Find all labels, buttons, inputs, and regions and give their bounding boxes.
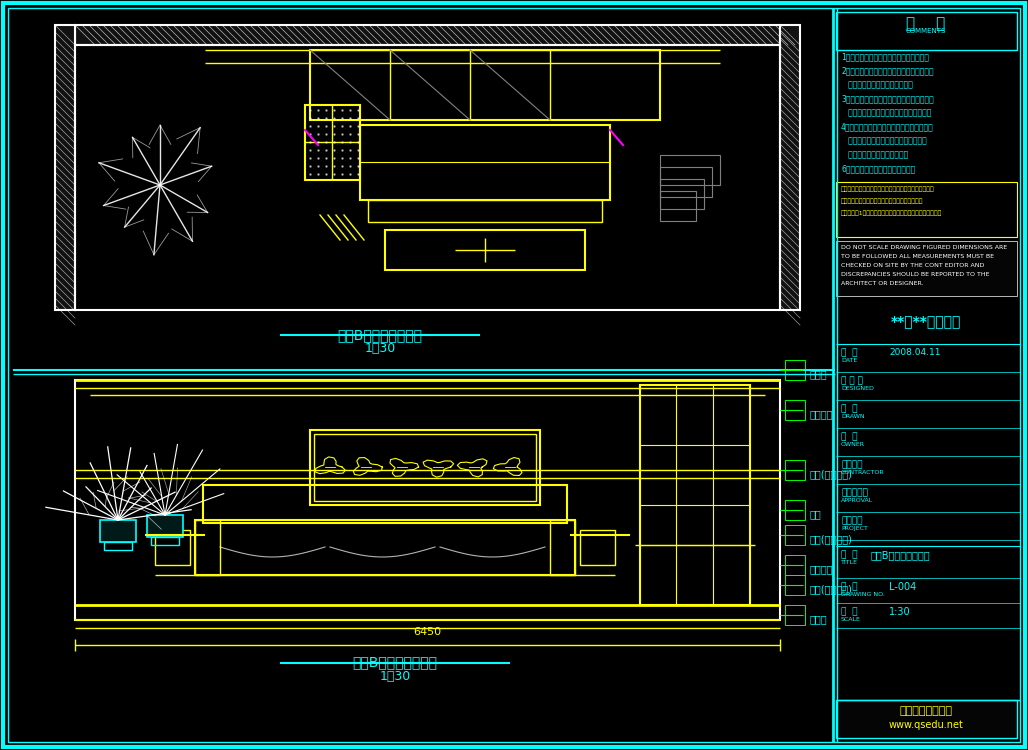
Bar	[836, 12, 1017, 50]
Text: 图  号: 图 号	[841, 582, 857, 591]
Bar	[660, 179, 704, 209]
Text: 工程监理: 工程监理	[841, 460, 862, 469]
Text: TITLE: TITLE	[841, 560, 858, 565]
Bar	[785, 555, 805, 575]
Bar	[836, 182, 1017, 237]
Bar	[104, 542, 132, 550]
Text: DISCREPANCIES SHOULD BE REPORTED TO THE: DISCREPANCIES SHOULD BE REPORTED TO THE	[841, 272, 990, 277]
Text: 齐生设计职业学校: 齐生设计职业学校	[900, 706, 953, 716]
Text: 6、水电师、师傅在做到验水处理。: 6、水电师、师傅在做到验水处理。	[841, 164, 915, 173]
Bar	[785, 400, 805, 420]
Bar	[785, 360, 805, 380]
Text: 日  期: 日 期	[841, 348, 857, 357]
Text: www.qsedu.net: www.qsedu.net	[888, 720, 963, 730]
Bar	[56, 25, 75, 310]
Bar	[314, 434, 536, 501]
Text: 制  图: 制 图	[841, 404, 857, 413]
Text: 天花板: 天花板	[810, 369, 828, 379]
Text: DRAWING NO.: DRAWING NO.	[841, 592, 885, 597]
Text: 经理(业主自顾): 经理(业主自顾)	[810, 469, 853, 479]
Text: SCALE: SCALE	[841, 617, 860, 622]
Bar	[785, 500, 805, 520]
Bar	[195, 520, 220, 575]
Text: 客厅B沙发背景立面图: 客厅B沙发背景立面图	[353, 655, 438, 669]
Text: 踢脚线: 踢脚线	[810, 614, 828, 624]
Bar	[785, 575, 805, 595]
Bar	[203, 485, 567, 523]
Text: 比  例: 比 例	[841, 607, 857, 616]
Text: DATE: DATE	[841, 358, 857, 363]
Bar	[660, 167, 712, 197]
Bar	[75, 380, 780, 620]
Bar	[550, 520, 575, 575]
Text: COMMENTS: COMMENTS	[906, 28, 946, 34]
Bar	[785, 460, 805, 480]
Bar	[780, 25, 800, 310]
Text: 说    明: 说 明	[907, 16, 946, 31]
Bar	[836, 241, 1017, 296]
Text: DO NOT SCALE DRAWING FIGURED DIMENSIONS ARE: DO NOT SCALE DRAWING FIGURED DIMENSIONS …	[841, 245, 1007, 250]
Text: 客厅B沙发背景立面图: 客厅B沙发背景立面图	[871, 550, 930, 560]
Text: 腰墙副白: 腰墙副白	[810, 409, 834, 419]
Bar	[785, 525, 805, 545]
Text: 2008.04.11: 2008.04.11	[889, 348, 941, 357]
Text: 4、本设计图仅为主观盟效果月需施工依据，: 4、本设计图仅为主观盟效果月需施工依据，	[841, 122, 933, 131]
Text: 6450: 6450	[413, 627, 441, 637]
Text: 3、施工放线前，必须严格按图中尺寸进行关: 3、施工放线前，必须严格按图中尺寸进行关	[841, 94, 933, 103]
Text: 空调(业主自顾): 空调(业主自顾)	[810, 534, 853, 544]
Text: 发现此图送图纸错误一须报给现场监理等的情况，: 发现此图送图纸错误一须报给现场监理等的情况，	[841, 198, 923, 203]
Text: 1：30: 1：30	[364, 342, 396, 355]
Bar	[147, 515, 183, 537]
Text: APPROVAL: APPROVAL	[841, 498, 873, 503]
Bar	[305, 105, 360, 180]
Text: 业主: 业主	[810, 509, 821, 519]
Text: L-004: L-004	[889, 582, 916, 592]
Text: 施工前须仔细阅读以下图纸说明，不明出请在任何情况。: 施工前须仔细阅读以下图纸说明，不明出请在任何情况。	[841, 186, 934, 191]
Bar	[785, 605, 805, 625]
Text: **饰**计设中心: **饰**计设中心	[891, 314, 961, 328]
Bar	[155, 530, 190, 565]
Text: 如业主要改变动，应征得乙双方认可，: 如业主要改变动，应征得乙双方认可，	[841, 136, 927, 145]
Text: CONTRACTOR: CONTRACTOR	[841, 470, 885, 475]
Bar	[75, 25, 780, 45]
Text: TO BE FOLLOWED ALL MEASUREMENTS MUST BE: TO BE FOLLOWED ALL MEASUREMENTS MUST BE	[841, 254, 994, 259]
Text: 沙发(业主自顾): 沙发(业主自顾)	[810, 584, 853, 594]
Text: 键部位，如有不符，应及时进知设计师。: 键部位，如有不符，应及时进知设计师。	[841, 108, 931, 117]
Text: 业  主: 业 主	[841, 432, 857, 441]
Text: DRAWN: DRAWN	[841, 414, 865, 419]
Text: PROJECT: PROJECT	[841, 526, 868, 531]
Bar	[836, 700, 1017, 738]
Bar	[360, 125, 610, 200]
Bar	[386, 230, 585, 270]
Bar	[310, 430, 540, 505]
Bar	[580, 530, 615, 565]
Text: 1、图中尺寸均以毫米表计，标高以米计。: 1、图中尺寸均以毫米表计，标高以米计。	[841, 52, 929, 61]
Text: 应以现场尺寸为准，望当时砸。: 应以现场尺寸为准，望当时砸。	[841, 80, 913, 89]
Text: 客厅B沙发背景平面图: 客厅B沙发背景平面图	[337, 328, 423, 342]
Bar	[660, 155, 720, 185]
Bar	[640, 385, 750, 605]
Bar	[195, 520, 575, 575]
Text: OWNER: OWNER	[841, 442, 865, 447]
Text: 设计总负责: 设计总负责	[841, 488, 868, 497]
Text: 1:30: 1:30	[889, 607, 911, 617]
Bar	[660, 191, 696, 221]
Bar	[100, 520, 136, 542]
Text: 图  名: 图 名	[841, 550, 857, 559]
Text: 以变更通知单双方盖字为准。: 以变更通知单双方盖字为准。	[841, 150, 909, 159]
Text: DESIGNED: DESIGNED	[841, 386, 874, 391]
Text: 在此处请在1小时内向有关职责反映，及时处理以免工程工。: 在此处请在1小时内向有关职责反映，及时处理以免工程工。	[841, 210, 943, 215]
Text: 装色铺物: 装色铺物	[810, 564, 834, 574]
Text: CHECKED ON SITE BY THE CONT EDITOR AND: CHECKED ON SITE BY THE CONT EDITOR AND	[841, 263, 985, 268]
Bar	[310, 50, 660, 120]
Bar	[151, 537, 179, 545]
Text: 设 计 师: 设 计 师	[841, 376, 862, 385]
Bar	[368, 200, 602, 222]
Text: 项目名称: 项目名称	[841, 516, 862, 525]
Text: 2、施工时，如图中尺寸与现场尺寸有差异，: 2、施工时，如图中尺寸与现场尺寸有差异，	[841, 66, 933, 75]
Text: 1：30: 1：30	[379, 670, 410, 683]
Text: ARCHITECT OR DESIGNER.: ARCHITECT OR DESIGNER.	[841, 281, 923, 286]
